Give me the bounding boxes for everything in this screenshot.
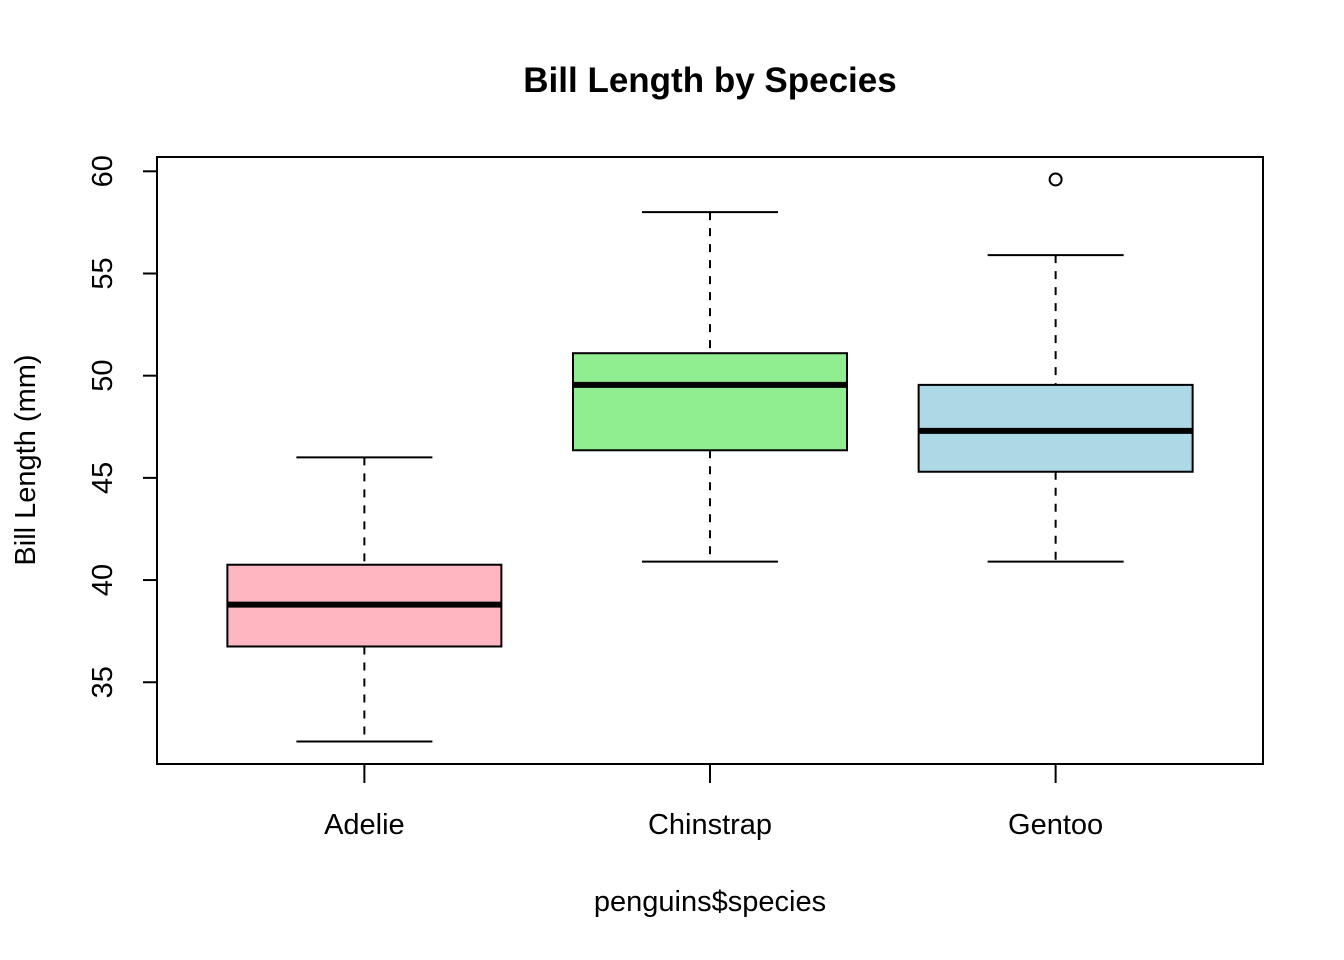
x-axis-label: penguins$species: [594, 886, 826, 918]
outlier-point: [1048, 172, 1063, 187]
x-tick-label: Chinstrap: [648, 809, 772, 841]
y-tick-label: 50: [87, 360, 119, 392]
x-tick-label: Gentoo: [1008, 809, 1103, 841]
y-tick-label: 60: [87, 155, 119, 187]
y-tick-label: 45: [87, 462, 119, 494]
y-axis-label: Bill Length (mm): [10, 354, 42, 565]
x-tick-label: Adelie: [324, 809, 405, 841]
y-tick-label: 35: [87, 666, 119, 698]
y-tick-label: 40: [87, 564, 119, 596]
y-tick-label: 55: [87, 257, 119, 289]
box-chinstrap: [572, 352, 848, 452]
chart-title: Bill Length by Species: [523, 61, 896, 100]
